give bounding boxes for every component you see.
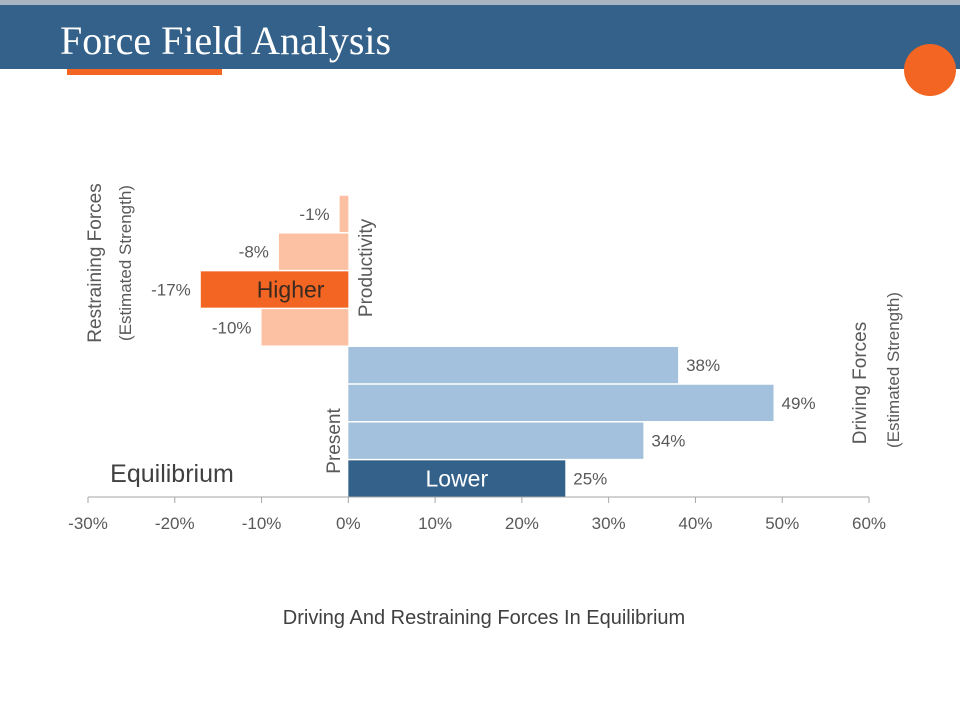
top-strip xyxy=(0,0,960,5)
bar-driving-6 xyxy=(348,422,644,459)
slide-title: Force Field Analysis xyxy=(60,18,392,63)
x-tick-label: 60% xyxy=(852,514,886,533)
inner-label-7: Lower xyxy=(425,466,488,492)
x-tick-label: 50% xyxy=(765,514,799,533)
bar-restraining-3 xyxy=(261,309,349,346)
data-label-6: 34% xyxy=(651,432,685,451)
x-tick-label: 20% xyxy=(505,514,539,533)
bar-restraining-1 xyxy=(278,233,349,270)
accent-circle xyxy=(904,44,956,96)
bar-restraining-2 xyxy=(200,271,349,308)
data-label-2: -17% xyxy=(151,281,191,300)
x-tick-label: 40% xyxy=(678,514,712,533)
driving-group-label: Present xyxy=(324,408,345,474)
data-label-0: -1% xyxy=(299,205,329,224)
inner-label-2: Higher xyxy=(257,277,325,303)
x-tick-label: 10% xyxy=(418,514,452,533)
data-label-4: 38% xyxy=(686,356,720,375)
bar-driving-4 xyxy=(348,346,679,384)
equilibrium-label: Equilibrium xyxy=(110,460,234,488)
data-label-5: 49% xyxy=(782,394,816,413)
x-tick-label: 0% xyxy=(336,514,361,533)
right-axis-subtitle: (Estimated Strength) xyxy=(884,292,903,448)
chart-title: Driving And Restraining Forces In Equili… xyxy=(283,607,685,629)
x-axis: -30% -20% -10% 0% 10% 20% 30% 40% 50% 60% xyxy=(68,496,886,533)
bars-layer xyxy=(200,195,774,497)
x-tick-label: 30% xyxy=(592,514,626,533)
title-bar: Force Field Analysis xyxy=(0,5,960,69)
restraining-group-label: Productivity xyxy=(356,218,377,317)
x-tick-label: -20% xyxy=(155,514,195,533)
left-axis-subtitle: (Estimated Strength) xyxy=(116,185,135,341)
right-axis-title: Driving Forces xyxy=(850,322,871,444)
left-axis-title: Restraining Forces xyxy=(85,183,106,342)
data-label-1: -8% xyxy=(239,243,269,262)
x-tick-label: -30% xyxy=(68,514,108,533)
data-label-3: -10% xyxy=(212,318,252,337)
x-tick-label: -10% xyxy=(242,514,282,533)
bar-driving-7 xyxy=(348,460,566,497)
data-label-7: 25% xyxy=(573,470,607,489)
labels-layer: -1% -8% -17% Higher -10% 38% 49% 34% 25% Lower xyxy=(151,205,815,492)
title-accent-underline xyxy=(67,69,222,75)
bar-restraining-0 xyxy=(339,195,349,233)
bar-driving-5 xyxy=(348,384,774,422)
